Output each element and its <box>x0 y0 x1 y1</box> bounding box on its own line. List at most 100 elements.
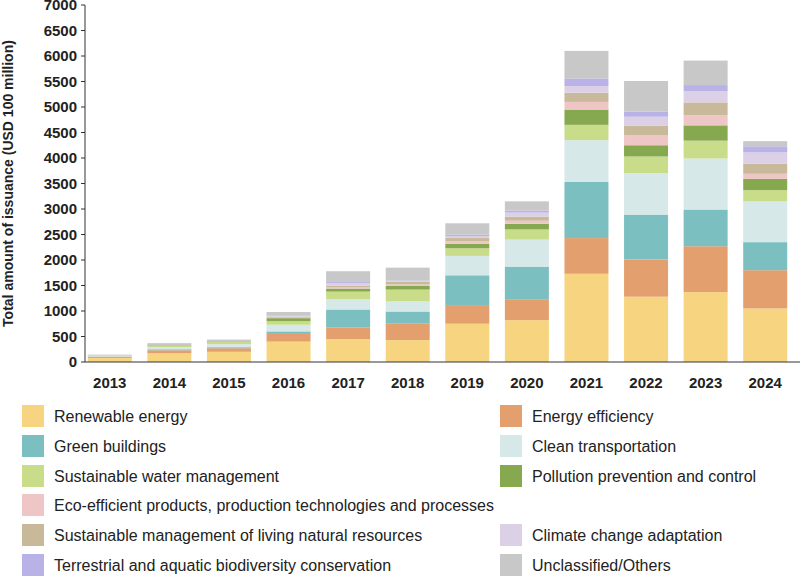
bar-segment <box>743 201 787 242</box>
bar-segment <box>505 240 549 267</box>
bar-segment <box>207 344 251 347</box>
x-tick-label: 2014 <box>153 374 187 391</box>
bar-segment <box>386 281 430 282</box>
bar-segment <box>326 339 370 362</box>
bar-segment <box>147 349 191 350</box>
chart-svg: 0500100015002000250030003500400045005000… <box>0 0 800 578</box>
y-tick-label: 3500 <box>44 175 77 192</box>
x-tick-label: 2024 <box>749 374 783 391</box>
legend-swatch <box>500 554 522 576</box>
bar-segment <box>564 238 608 274</box>
bar-segment <box>505 213 549 217</box>
bar-segment <box>147 343 191 345</box>
y-tick-label: 2000 <box>44 251 77 268</box>
y-tick-label: 2500 <box>44 226 77 243</box>
bar-segment <box>445 256 489 275</box>
x-tick-label: 2016 <box>272 374 305 391</box>
y-tick <box>81 5 85 6</box>
legend-swatch <box>500 465 522 487</box>
legend-swatch <box>22 405 44 427</box>
y-tick <box>81 311 85 312</box>
y-tick <box>81 209 85 210</box>
bar-segment <box>564 93 608 102</box>
legend-swatch <box>22 465 44 487</box>
bar-segment <box>564 78 608 86</box>
legend-swatch <box>500 405 522 427</box>
bar-segment <box>207 341 251 343</box>
y-tick <box>81 158 85 159</box>
bar-segment <box>624 112 668 117</box>
y-tick <box>81 107 85 108</box>
bar-segment <box>505 221 549 224</box>
bar-segment <box>267 318 311 321</box>
legend-label: Renewable energy <box>54 408 187 425</box>
y-tick <box>81 56 85 57</box>
legend-label: Sustainable water management <box>54 468 280 485</box>
y-tick <box>81 285 85 286</box>
bar-segment <box>743 270 787 308</box>
bar-segment <box>445 248 489 256</box>
bar-segment <box>88 355 132 356</box>
bar-segment <box>505 229 549 239</box>
bar-segment <box>326 283 370 286</box>
bar-segment <box>684 246 728 292</box>
bar-segment <box>684 91 728 102</box>
bar-segment <box>505 300 549 320</box>
bar-segment <box>445 241 489 244</box>
legend-label: Energy efficiency <box>532 408 654 425</box>
legend-label: Clean transportation <box>532 438 676 455</box>
bar-segment <box>386 301 430 311</box>
bar-segment <box>147 350 191 353</box>
bar-segment <box>88 356 132 357</box>
bar-segment <box>624 156 668 173</box>
bar-segment <box>564 125 608 140</box>
bar-segment <box>564 274 608 362</box>
bar-segment <box>445 236 489 238</box>
bar-segment <box>743 146 787 152</box>
y-tick-label: 4000 <box>44 149 77 166</box>
bar-segment <box>445 235 489 237</box>
legend-label: Eco-efficient products, production techn… <box>54 497 494 514</box>
x-tick-label: 2018 <box>391 374 424 391</box>
bar-segment <box>326 292 370 300</box>
x-axis-line <box>85 362 800 363</box>
y-axis-title: Total amount of issuance (USD 100 millio… <box>0 40 16 327</box>
bar-segment <box>207 342 251 344</box>
bar-segment <box>684 85 728 91</box>
x-tick-label: 2015 <box>212 374 245 391</box>
y-tick-label: 6000 <box>44 47 77 64</box>
bar-segment <box>624 126 668 135</box>
bar-segment <box>267 321 311 325</box>
bar-segment <box>505 217 549 221</box>
y-tick <box>81 183 85 184</box>
bar-segment <box>743 308 787 362</box>
bar-segment <box>445 324 489 362</box>
bar-segment <box>684 125 728 140</box>
y-tick-label: 7000 <box>44 0 77 13</box>
bar-segment <box>505 267 549 300</box>
x-tick-label: 2021 <box>570 374 603 391</box>
bar-segment <box>505 201 549 210</box>
legend-label: Pollution prevention and control <box>532 468 756 485</box>
legend-swatch <box>500 524 522 546</box>
bar-segment <box>147 347 191 349</box>
bar-segment <box>624 117 668 126</box>
bar-segment <box>445 244 489 249</box>
bar-segment <box>88 355 132 357</box>
bar-segment <box>386 268 430 281</box>
legend: Renewable energyEnergy efficiencyGreen b… <box>22 405 756 576</box>
bar-segment <box>743 190 787 201</box>
bar-segment <box>564 51 608 79</box>
bar-segment <box>207 348 251 352</box>
y-tick-label: 3000 <box>44 200 77 217</box>
bar-segment <box>505 320 549 362</box>
legend-swatch <box>22 524 44 546</box>
bar-segment <box>624 297 668 362</box>
bar-segment <box>743 164 787 174</box>
bar-segment <box>386 290 430 302</box>
bar-segment <box>88 355 132 356</box>
y-tick-label: 1500 <box>44 277 77 294</box>
y-tick <box>81 132 85 133</box>
bar-segment <box>743 242 787 270</box>
legend-label: Sustainable management of living natural… <box>54 527 422 544</box>
